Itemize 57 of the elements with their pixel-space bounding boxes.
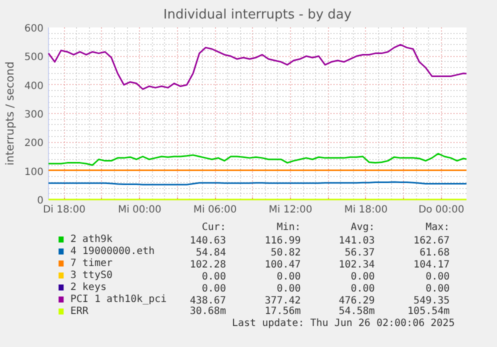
x-tick-label: Mi 12:00 bbox=[268, 204, 312, 216]
legend-label: 2 ath9k bbox=[70, 234, 113, 245]
chart-title: Individual interrupts - by day bbox=[163, 8, 352, 22]
legend-label: 3 ttyS0 bbox=[70, 270, 113, 281]
text: 0.00 bbox=[202, 272, 226, 282]
legend-label: ERR bbox=[70, 306, 90, 317]
x-tick-label: Mi 18:00 bbox=[344, 204, 388, 216]
text: Cur: bbox=[202, 222, 226, 233]
text: 141.03 bbox=[338, 236, 375, 246]
text: 17.56m bbox=[264, 306, 301, 317]
text: 54.58m bbox=[338, 306, 375, 317]
text: 100.47 bbox=[264, 260, 301, 270]
x-tick-label: Do 00:00 bbox=[418, 204, 464, 216]
text: 30.68m bbox=[190, 306, 226, 317]
y-axis-title: interrupts / second bbox=[3, 62, 16, 166]
text: 549.35 bbox=[414, 296, 450, 306]
legend-label: PCI 1 ath10k_pci bbox=[70, 294, 167, 305]
y-tick-label: 300 bbox=[24, 110, 44, 120]
y-tick-label: 200 bbox=[24, 138, 44, 150]
text: 54.84 bbox=[196, 248, 226, 258]
legend-label: 2 keys bbox=[70, 282, 106, 293]
x-tick-label: Di 18:00 bbox=[42, 204, 86, 216]
y-tick-label: 600 bbox=[24, 24, 44, 34]
text: 162.67 bbox=[414, 236, 450, 246]
text: 0.00 bbox=[350, 272, 375, 282]
text: 476.29 bbox=[338, 296, 375, 306]
text: 102.28 bbox=[190, 260, 226, 270]
text: 104.17 bbox=[414, 260, 450, 270]
x-tick-label: Mi 06:00 bbox=[193, 204, 237, 216]
text: 105.54m bbox=[408, 306, 450, 317]
y-tick-label: 500 bbox=[24, 52, 44, 64]
text: 116.99 bbox=[264, 236, 301, 246]
text: 377.42 bbox=[264, 296, 301, 306]
text: Avg: bbox=[350, 222, 375, 233]
y-tick-label: 0 bbox=[37, 196, 44, 206]
text: Max: bbox=[426, 222, 450, 233]
text: 438.67 bbox=[190, 296, 226, 306]
line-series bbox=[48, 152, 468, 166]
text: 140.63 bbox=[190, 236, 226, 246]
legend-label: 4 19000000.eth bbox=[70, 246, 155, 257]
x-tick-label: Mi 00:00 bbox=[118, 204, 162, 216]
text: 0.00 bbox=[426, 284, 450, 294]
text: 0.00 bbox=[276, 284, 301, 294]
y-tick-label: 100 bbox=[24, 166, 44, 178]
text: 0.00 bbox=[202, 284, 226, 294]
text: 0.00 bbox=[426, 272, 450, 282]
text: 61.68 bbox=[420, 248, 450, 258]
legend-label: 7 timer bbox=[70, 258, 113, 269]
text: Min: bbox=[276, 222, 301, 233]
text: 50.82 bbox=[270, 248, 301, 258]
y-tick-label: 400 bbox=[24, 80, 44, 92]
text: 56.37 bbox=[344, 248, 375, 258]
line-series bbox=[48, 44, 468, 90]
text: Last update: Thu Jun 26 02:00:06 2025 bbox=[232, 318, 455, 329]
text: 102.34 bbox=[338, 260, 375, 270]
text: 0.00 bbox=[350, 284, 375, 294]
text: 0.00 bbox=[276, 272, 301, 282]
